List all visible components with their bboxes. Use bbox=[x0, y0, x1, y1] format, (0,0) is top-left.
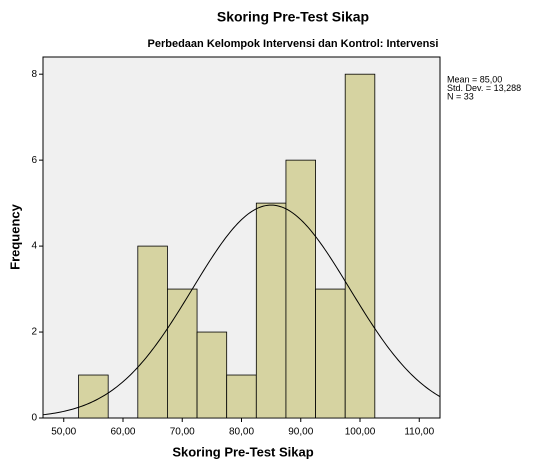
x-tick-label: 50,00 bbox=[51, 427, 76, 438]
bar bbox=[255, 202, 287, 419]
x-tick-label: 90,00 bbox=[288, 427, 313, 438]
bar bbox=[285, 159, 316, 419]
bar bbox=[344, 73, 376, 419]
x-tick-label: 70,00 bbox=[170, 427, 195, 438]
stat-annotation: N = 33 bbox=[447, 91, 474, 101]
bar bbox=[196, 331, 228, 419]
chart-subtitle: Perbedaan Kelompok Intervensi dan Kontro… bbox=[148, 38, 439, 50]
bar bbox=[78, 374, 109, 419]
bar bbox=[226, 374, 257, 419]
y-tick-label: 8 bbox=[31, 69, 37, 80]
x-tick-label: 110,00 bbox=[404, 427, 434, 438]
x-tick-label: 80,00 bbox=[229, 427, 254, 438]
x-axis-label: Skoring Pre-Test Sikap bbox=[172, 444, 313, 459]
y-tick-label: 4 bbox=[31, 241, 37, 252]
x-tick-label: 100,00 bbox=[345, 427, 376, 438]
x-tick-label: 60,00 bbox=[110, 427, 135, 438]
stat-annotation: Mean = 85,00 bbox=[447, 74, 502, 84]
chart-title: Skoring Pre-Test Sikap bbox=[217, 9, 369, 25]
y-tick-label: 2 bbox=[31, 327, 37, 338]
bar bbox=[315, 288, 346, 419]
y-tick-label: 6 bbox=[31, 155, 37, 166]
bar bbox=[137, 245, 168, 419]
y-axis-label: Frequency bbox=[7, 203, 22, 270]
normal-curve bbox=[42, 204, 441, 416]
stat-annotation: Std. Dev. = 13,288 bbox=[447, 83, 521, 93]
plot-area bbox=[42, 56, 441, 419]
bar bbox=[167, 288, 198, 419]
y-tick-label: 0 bbox=[31, 413, 37, 424]
